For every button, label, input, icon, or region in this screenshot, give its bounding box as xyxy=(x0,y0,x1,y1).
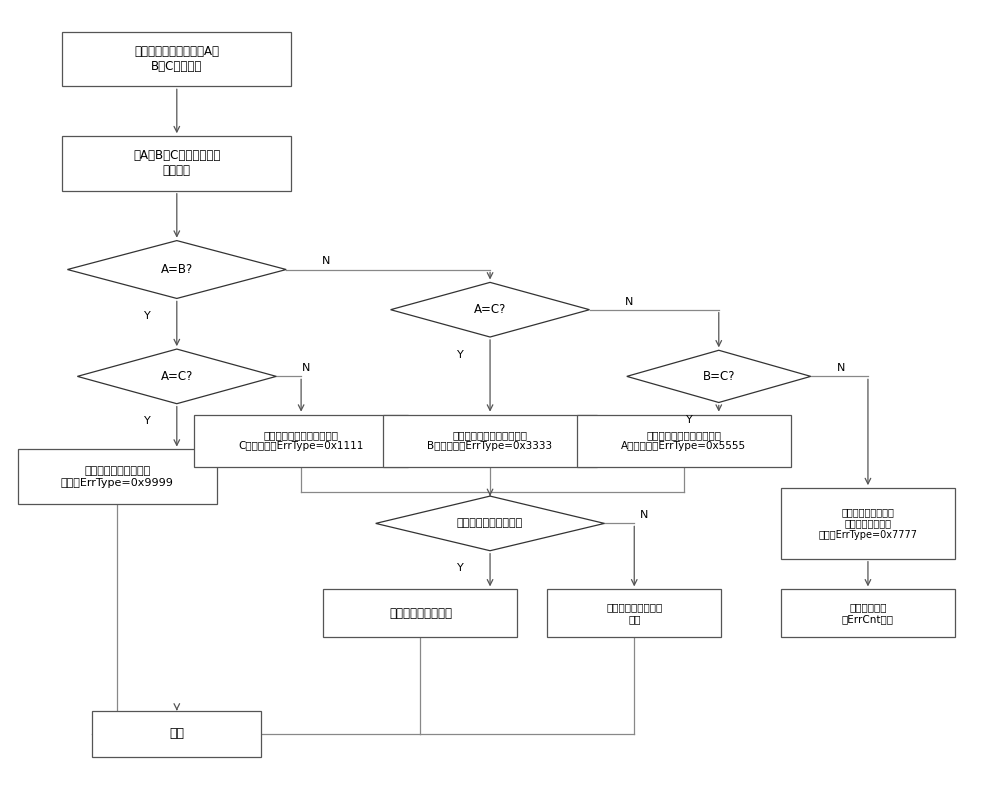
FancyBboxPatch shape xyxy=(383,414,597,467)
FancyBboxPatch shape xyxy=(781,589,955,637)
FancyBboxPatch shape xyxy=(577,414,791,467)
Text: 遥测下传，等待地面
处理: 遥测下传，等待地面 处理 xyxy=(606,603,662,625)
Text: Y: Y xyxy=(144,417,150,426)
Text: Y: Y xyxy=(144,311,150,321)
Polygon shape xyxy=(391,282,590,337)
Text: Y: Y xyxy=(686,415,692,426)
FancyBboxPatch shape xyxy=(194,414,408,467)
FancyBboxPatch shape xyxy=(18,450,217,504)
Text: A=B?: A=B? xyxy=(161,263,193,276)
Text: N: N xyxy=(640,510,648,520)
Text: 退出: 退出 xyxy=(169,727,184,740)
Polygon shape xyxy=(67,240,286,299)
Text: 错误次数计数
器ErrCnt累加: 错误次数计数 器ErrCnt累加 xyxy=(842,603,894,625)
Text: A=C?: A=C? xyxy=(474,303,506,316)
Text: 对A、B、C三个页面进行
循环检查: 对A、B、C三个页面进行 循环检查 xyxy=(133,150,220,177)
Text: Y: Y xyxy=(457,349,464,360)
FancyBboxPatch shape xyxy=(323,589,517,637)
Text: 三取二结果为单片不一致，
B页错误，置ErrType=0x3333: 三取二结果为单片不一致， B页错误，置ErrType=0x3333 xyxy=(427,430,553,451)
FancyBboxPatch shape xyxy=(62,32,291,87)
FancyBboxPatch shape xyxy=(781,488,955,559)
FancyBboxPatch shape xyxy=(547,589,721,637)
Polygon shape xyxy=(77,349,276,404)
Text: 三取二结果为单片不一致，
A页错误，置ErrType=0x5555: 三取二结果为单片不一致， A页错误，置ErrType=0x5555 xyxy=(621,430,747,451)
Text: Y: Y xyxy=(457,563,464,574)
Polygon shape xyxy=(376,496,604,551)
Text: 本机软件启动自修复: 本机软件启动自修复 xyxy=(389,607,452,620)
Text: 三取二结果为两两均一
致，置ErrType=0x9999: 三取二结果为两两均一 致，置ErrType=0x9999 xyxy=(61,466,174,488)
FancyBboxPatch shape xyxy=(92,710,261,757)
Text: B=C?: B=C? xyxy=(703,370,735,383)
Text: 取出当前页面号对应的A、
B、C三个页面: 取出当前页面号对应的A、 B、C三个页面 xyxy=(134,45,219,73)
Text: 三取二结果为两两均
不一致，置异常标
识，置ErrType=0x7777: 三取二结果为两两均 不一致，置异常标 识，置ErrType=0x7777 xyxy=(818,506,917,540)
Text: N: N xyxy=(322,256,330,266)
Text: 三取二结果为单片不一致，
C页错误，置ErrType=0x1111: 三取二结果为单片不一致， C页错误，置ErrType=0x1111 xyxy=(238,430,364,451)
Text: A=C?: A=C? xyxy=(161,370,193,383)
Text: N: N xyxy=(302,363,310,373)
Polygon shape xyxy=(627,350,811,403)
Text: N: N xyxy=(625,297,633,307)
Text: 地面设置允许自修复？: 地面设置允许自修复？ xyxy=(457,519,523,528)
FancyBboxPatch shape xyxy=(62,136,291,191)
Text: N: N xyxy=(836,363,845,373)
